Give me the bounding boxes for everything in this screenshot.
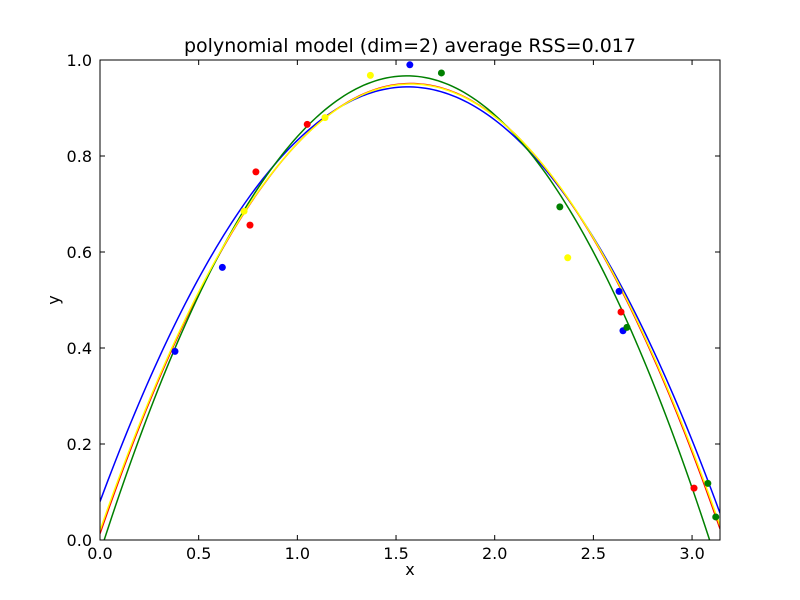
data-point-2-1: [246, 221, 254, 229]
x-tick-label: 2.5: [581, 544, 606, 563]
x-tick-label: 0.5: [186, 544, 211, 563]
fit-curve-4: [100, 83, 720, 531]
data-point-2-4: [617, 308, 625, 316]
data-point-3-1: [437, 69, 445, 77]
data-point-4-4: [564, 254, 572, 262]
y-tick-label: 0.4: [67, 339, 92, 358]
data-point-1-2: [218, 263, 226, 271]
y-tick-label: 0.8: [67, 147, 92, 166]
fit-curve-1: [100, 86, 720, 514]
plot-frame: [99, 59, 721, 541]
fitted-curves: [100, 75, 720, 540]
data-point-4-2: [321, 114, 329, 122]
y-tick-label: 1.0: [67, 51, 92, 70]
x-axis-label: x: [405, 560, 414, 579]
x-tick-label: 0.0: [87, 544, 112, 563]
x-tick-label: 1.0: [285, 544, 310, 563]
y-axis-ticks: 0.0 0.2 0.4 0.6 0.8 1.0: [67, 51, 720, 550]
data-point-2-5: [690, 484, 698, 492]
data-point-3-4: [704, 479, 712, 487]
x-tick-label: 3.0: [679, 544, 704, 563]
data-point-3-5: [712, 513, 720, 521]
data-point-2-3: [303, 120, 311, 128]
y-tick-label: 0.0: [67, 531, 92, 550]
data-point-2-2: [252, 168, 260, 176]
data-points: [171, 61, 720, 521]
data-point-1-3: [406, 61, 414, 69]
y-tick-label: 0.2: [67, 435, 92, 454]
x-tick-label: 1.5: [383, 544, 408, 563]
data-point-4-1: [240, 207, 248, 215]
data-point-1-4: [615, 287, 623, 295]
y-axis-label: y: [44, 295, 63, 304]
fit-curve-3: [103, 75, 711, 540]
data-point-3-2: [556, 203, 564, 211]
data-point-1-1: [171, 347, 179, 355]
x-tick-label: 2.0: [482, 544, 507, 563]
x-axis-ticks: 0.0 0.5 1.0 1.5 2.0 2.5 3.0: [87, 60, 705, 563]
y-tick-label: 0.6: [67, 243, 92, 262]
data-point-3-3: [623, 323, 631, 331]
data-point-4-3: [366, 71, 374, 79]
chart-title: polynomial model (dim=2) average RSS=0.0…: [184, 35, 636, 57]
